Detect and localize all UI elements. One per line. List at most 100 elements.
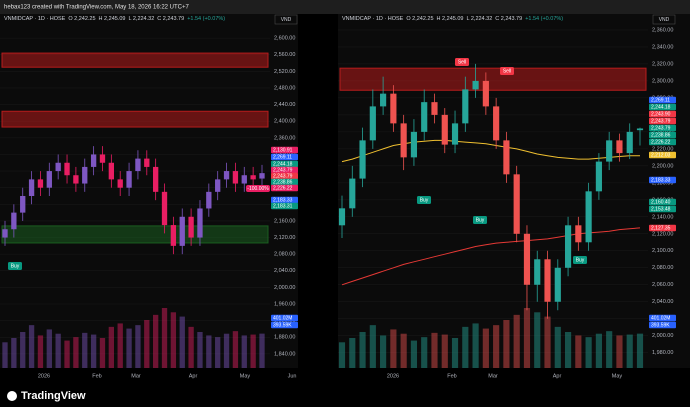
candle-body bbox=[451, 123, 459, 145]
change-badge bbox=[246, 185, 270, 192]
candle-body bbox=[575, 225, 582, 243]
volume-bar bbox=[349, 338, 356, 368]
candle-body bbox=[55, 162, 61, 172]
header-bar bbox=[0, 0, 690, 14]
y-tick-label: 2,160.00 bbox=[274, 218, 295, 224]
price-badge bbox=[649, 124, 676, 132]
candle-body bbox=[493, 106, 500, 141]
candle-body bbox=[73, 175, 79, 184]
volume-bar bbox=[606, 331, 613, 368]
candle-body bbox=[400, 123, 407, 158]
volume-bar bbox=[595, 333, 602, 368]
price-badge bbox=[649, 321, 676, 329]
volume-bar bbox=[503, 320, 510, 368]
y-tick-label: 2,320.00 bbox=[652, 61, 673, 67]
volume-bar bbox=[126, 328, 132, 368]
volume-bar bbox=[170, 312, 177, 368]
price-badge bbox=[271, 202, 298, 210]
price-badge-text: 2,243.79 bbox=[651, 118, 671, 124]
volume-bar bbox=[544, 316, 551, 368]
legend-item: L 2,224.32 bbox=[128, 16, 154, 22]
volume-bar bbox=[390, 329, 397, 368]
x-tick-label: May bbox=[240, 373, 251, 379]
price-badge bbox=[271, 178, 298, 186]
y-tick-label: 1,980.00 bbox=[652, 350, 673, 356]
candle-body bbox=[223, 171, 230, 180]
price-badge bbox=[271, 184, 298, 192]
y-tick-label: 2,100.00 bbox=[652, 248, 673, 254]
candle-body bbox=[482, 80, 489, 107]
price-badge-text: 2,153.48 bbox=[651, 206, 671, 212]
volume-bar bbox=[554, 326, 561, 368]
x-tick-label: 2026 bbox=[387, 373, 399, 379]
price-badge bbox=[649, 131, 676, 139]
y-tick-label: 2,300.00 bbox=[652, 78, 673, 84]
price-badge-text: 2,238.86 bbox=[651, 132, 671, 138]
y-tick-label: 2,520.00 bbox=[274, 69, 295, 75]
currency: VND bbox=[281, 17, 292, 23]
price-badge bbox=[649, 198, 676, 206]
legend-item: L 2,224.32 bbox=[466, 16, 492, 22]
candle-body bbox=[28, 179, 35, 196]
candle-body bbox=[421, 102, 428, 132]
price-badge-text: 393.59K bbox=[273, 322, 292, 328]
volume-bar bbox=[575, 335, 582, 368]
footer-bar bbox=[0, 386, 690, 407]
y-tick-label: 2,340.00 bbox=[652, 44, 673, 50]
candle-body bbox=[338, 208, 346, 226]
zone bbox=[1, 225, 269, 244]
zone bbox=[1, 110, 269, 128]
y-tick-label: 2,220.00 bbox=[652, 146, 673, 152]
candle-body bbox=[64, 162, 70, 176]
signal-label bbox=[573, 256, 587, 264]
volume-bar bbox=[523, 308, 531, 368]
volume-bar bbox=[431, 332, 438, 368]
price-badge-text: 2,243.90 bbox=[651, 111, 671, 117]
volume-bar bbox=[117, 323, 123, 368]
candle-body bbox=[410, 131, 418, 158]
candle-body bbox=[472, 80, 479, 90]
candle-body bbox=[606, 140, 613, 162]
candle-body bbox=[595, 161, 602, 192]
candle-body bbox=[161, 191, 168, 226]
y-tick-label: 2,440.00 bbox=[274, 102, 295, 108]
volume-bar bbox=[197, 332, 203, 368]
candle-body bbox=[206, 191, 212, 209]
candle-body bbox=[441, 114, 448, 145]
x-tick-label: Feb bbox=[92, 373, 101, 379]
y-tick-label: 2,000.00 bbox=[652, 333, 673, 339]
volume-bar bbox=[188, 326, 194, 368]
volume-bar bbox=[206, 335, 212, 368]
y-tick-label: 2,000.00 bbox=[274, 285, 295, 291]
price-badge-text: 401.02M bbox=[651, 315, 670, 321]
y-tick-label: 2,560.00 bbox=[274, 52, 295, 58]
volume-bar bbox=[259, 333, 265, 368]
price-badge bbox=[271, 166, 298, 174]
volume-bar bbox=[55, 333, 61, 368]
price-badge-text: 2,160.40 bbox=[651, 199, 671, 205]
candle-body bbox=[554, 267, 561, 302]
candle-body bbox=[37, 179, 44, 188]
y-tick-label: 2,600.00 bbox=[274, 36, 295, 42]
legend-item: VNMIDCAP · 1D · HOSE bbox=[342, 16, 404, 22]
x-tick-label: Apr bbox=[553, 373, 562, 379]
candle-body bbox=[349, 178, 356, 209]
candle-body bbox=[431, 102, 438, 115]
volume-bar bbox=[108, 326, 115, 368]
price-badge bbox=[271, 314, 298, 322]
y-tick-label: 2,480.00 bbox=[274, 85, 295, 91]
candle-body bbox=[2, 229, 8, 238]
price-badge bbox=[271, 160, 298, 168]
volume-bar bbox=[90, 334, 97, 368]
price-badge-text: 2,244.18 bbox=[273, 161, 293, 167]
candle-body bbox=[20, 196, 26, 213]
price-badge bbox=[649, 103, 676, 111]
candle-body bbox=[197, 208, 203, 238]
volume-bar bbox=[20, 332, 26, 368]
price-badge bbox=[649, 176, 676, 184]
price-badge bbox=[271, 153, 298, 161]
price-badge bbox=[271, 146, 298, 154]
price-badge-text: 2,130.91 bbox=[273, 147, 293, 153]
price-badge bbox=[649, 117, 676, 125]
